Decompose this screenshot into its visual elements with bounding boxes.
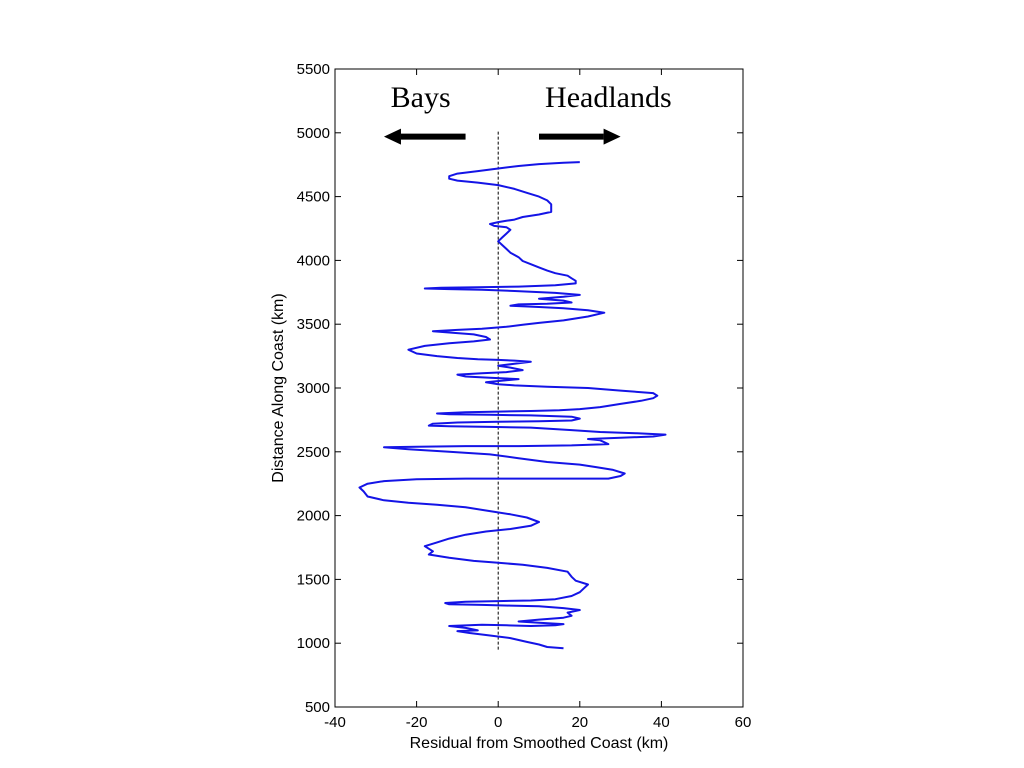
annotation-headlands: Headlands [545, 81, 672, 114]
x-tick-label: -20 [406, 714, 428, 731]
x-axis: -40 -20 0 20 40 60 [324, 69, 751, 731]
y-tick-label: 1500 [297, 571, 330, 588]
x-tick-label: 40 [653, 714, 670, 731]
x-tick-label: 20 [571, 714, 588, 731]
residual-series-line [358, 161, 667, 650]
y-tick-label: 2500 [297, 444, 330, 461]
y-tick-label: 5500 [297, 61, 330, 78]
annotation-bays: Bays [391, 81, 451, 114]
y-tick-label: 4500 [297, 189, 330, 206]
x-axis-label: Residual from Smoothed Coast (km) [410, 735, 669, 752]
annotations: Bays Headlands [383, 81, 672, 145]
y-tick-label: 500 [305, 699, 330, 716]
y-tick-label: 2000 [297, 508, 330, 525]
x-tick-label: -40 [324, 714, 346, 731]
y-tick-label: 5000 [297, 125, 330, 142]
y-tick-label: 4000 [297, 252, 330, 269]
y-axis-label: Distance Along Coast (km) [270, 293, 287, 482]
arrow-right-icon [603, 128, 621, 145]
y-axis: 500 1000 1500 2000 2500 3000 3500 4000 4500 5000 5… [297, 61, 743, 716]
x-tick-label: 60 [735, 714, 752, 731]
arrow-left-icon [383, 128, 401, 145]
x-tick-label: 0 [494, 714, 502, 731]
y-tick-label: 3000 [297, 380, 330, 397]
y-tick-label: 1000 [297, 635, 330, 652]
y-tick-label: 3500 [297, 316, 330, 333]
